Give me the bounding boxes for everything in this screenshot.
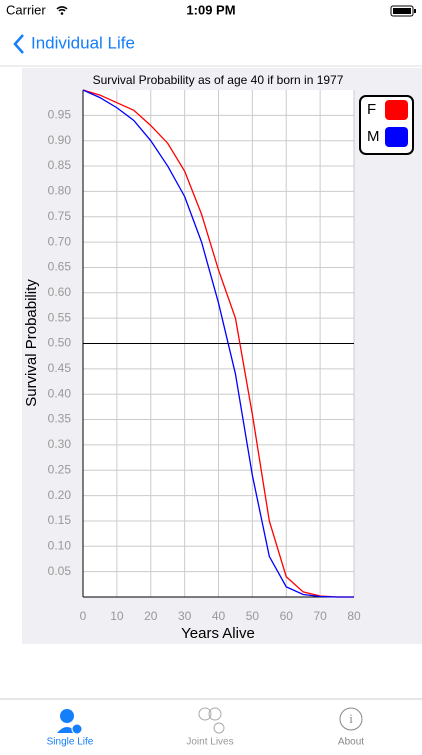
- y-tick-label: 0.55: [48, 310, 72, 324]
- clock: 1:09 PM: [186, 2, 235, 17]
- back-button[interactable]: Individual Life: [31, 33, 135, 52]
- x-tick-label: 50: [246, 609, 260, 623]
- y-tick-label: 0.60: [48, 285, 72, 299]
- single-life-icon[interactable]: [60, 709, 74, 723]
- y-tick-label: 0.35: [48, 412, 72, 426]
- y-tick-label: 0.95: [48, 108, 72, 122]
- y-tick-label: 0.85: [48, 158, 72, 172]
- series-line: [82, 89, 354, 598]
- battery-level: [393, 8, 411, 14]
- x-tick-label: 70: [313, 609, 327, 623]
- y-tick-label: 0.75: [48, 209, 72, 223]
- battery-tip: [414, 9, 416, 13]
- legend-label: M: [367, 128, 380, 145]
- y-tick-label: 0.15: [48, 513, 72, 527]
- joint-lives-icon[interactable]: [198, 707, 212, 721]
- y-tick-label: 0.25: [48, 462, 72, 476]
- x-axis-label: Years Alive: [181, 625, 255, 642]
- x-tick-label: 0: [80, 609, 87, 623]
- y-tick-label: 0.70: [48, 234, 72, 248]
- chart-title: Survival Probability as of age 40 if bor…: [93, 73, 344, 87]
- x-tick-label: 20: [144, 609, 158, 623]
- carrier: Carrier: [6, 2, 46, 17]
- wifi-icon: [56, 6, 68, 12]
- x-tick-label: 30: [178, 609, 192, 623]
- y-tick-label: 0.10: [48, 538, 72, 552]
- wifi-dot: [60, 12, 64, 15]
- x-tick-label: 80: [347, 609, 361, 623]
- plot: 0.05 0.10 0.15 0.20 0.25 0.30 0.35 0.40 0.45 0.50…: [48, 89, 414, 623]
- x-tick-label: 40: [212, 609, 226, 623]
- single-life-badge[interactable]: [71, 723, 83, 735]
- about-icon[interactable]: [339, 707, 363, 731]
- x-tick-label: 60: [280, 609, 294, 623]
- legend-label: F: [367, 101, 376, 118]
- y-axis-label: Survival Probability: [23, 279, 40, 407]
- tab-label[interactable]: About: [338, 737, 364, 748]
- tab-label[interactable]: Joint Lives: [186, 737, 233, 748]
- y-tick-label: 0.45: [48, 361, 72, 375]
- legend-swatch: [385, 127, 408, 147]
- y-tick-label: 0.90: [48, 133, 72, 147]
- legend-swatch: [385, 100, 408, 120]
- y-tick-label: 0.30: [48, 437, 72, 451]
- y-tick-label: 0.40: [48, 386, 72, 400]
- joint-lives-icon[interactable]: [208, 707, 222, 721]
- y-tick-label: 0.20: [48, 488, 72, 502]
- y-tick-label: 0.50: [48, 336, 72, 350]
- x-tick-label: 10: [110, 609, 124, 623]
- back-chevron[interactable]: [13, 34, 24, 54]
- tab-label[interactable]: Single Life: [47, 737, 94, 748]
- y-tick-label: 0.05: [48, 564, 72, 578]
- about-icon-glyph[interactable]: i: [349, 711, 353, 726]
- y-tick-label: 0.80: [48, 184, 72, 198]
- series-line: [82, 89, 354, 598]
- battery: [390, 5, 414, 17]
- joint-lives-badge[interactable]: [213, 722, 225, 734]
- y-tick-label: 0.65: [48, 260, 72, 274]
